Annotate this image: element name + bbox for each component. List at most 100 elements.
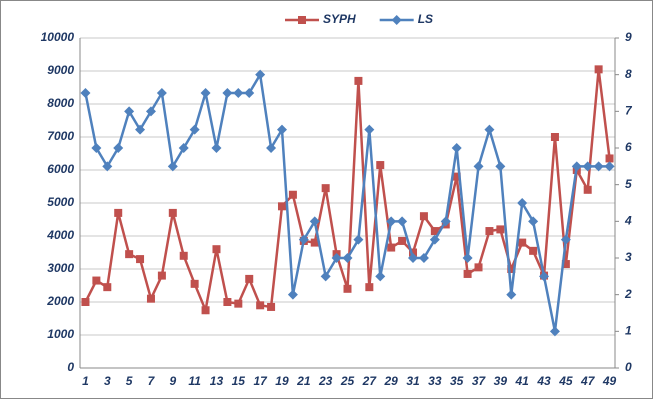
legend-label: SYPH xyxy=(323,12,356,26)
data-point xyxy=(234,299,243,308)
x-tick-label: 19 xyxy=(275,374,289,388)
x-tick-label: 7 xyxy=(148,374,156,388)
data-point xyxy=(81,298,90,306)
data-point xyxy=(529,246,538,255)
y-tick-label: 7000 xyxy=(47,129,74,143)
y-tick-label: 5000 xyxy=(47,195,74,209)
data-point xyxy=(375,271,386,282)
data-point xyxy=(561,260,570,269)
data-point xyxy=(463,269,472,278)
y-tick-label: 1000 xyxy=(47,327,74,341)
data-point xyxy=(190,279,199,288)
data-point xyxy=(484,124,495,135)
data-point xyxy=(594,65,603,74)
data-point xyxy=(200,88,211,98)
x-tick-label: 29 xyxy=(383,374,398,388)
data-point xyxy=(309,216,320,227)
data-point xyxy=(288,190,297,199)
data-point xyxy=(376,161,385,170)
data-point xyxy=(451,143,462,153)
data-point xyxy=(408,253,419,263)
data-point xyxy=(418,253,429,263)
x-tick-label: 17 xyxy=(253,374,268,388)
data-point xyxy=(156,88,167,98)
x-tick-label: 49 xyxy=(602,374,617,388)
data-point xyxy=(495,161,506,172)
y2-tick-label: 9 xyxy=(625,30,632,44)
data-point xyxy=(582,161,593,172)
data-point xyxy=(310,238,319,247)
data-point xyxy=(256,301,265,310)
data-point xyxy=(440,216,451,227)
y-tick-label: 4000 xyxy=(46,228,74,242)
y2-tick-label: 7 xyxy=(625,104,633,118)
x-tick-label: 31 xyxy=(406,374,420,388)
data-point xyxy=(113,143,124,153)
data-point xyxy=(528,216,539,227)
x-tick-label: 1 xyxy=(82,374,89,388)
data-point xyxy=(353,234,364,245)
x-tick-label: 21 xyxy=(296,374,311,388)
y-tick-label: 10000 xyxy=(41,30,75,44)
y-tick-label: 3000 xyxy=(47,261,74,275)
x-tick-label: 25 xyxy=(340,374,355,388)
y2-tick-label: 6 xyxy=(625,140,632,154)
data-point xyxy=(266,143,277,153)
data-point xyxy=(365,283,374,292)
data-point xyxy=(539,271,550,282)
data-point xyxy=(267,302,276,311)
data-point xyxy=(145,106,156,117)
data-point xyxy=(287,289,298,300)
data-point xyxy=(189,124,200,135)
data-point xyxy=(419,212,428,221)
x-tick-label: 23 xyxy=(318,374,333,388)
data-point xyxy=(331,253,342,263)
data-point xyxy=(485,227,494,236)
legend-marker xyxy=(391,15,402,25)
data-point xyxy=(125,250,134,259)
data-point xyxy=(168,208,177,217)
y2-tick-label: 4 xyxy=(624,214,632,228)
x-tick-label: 13 xyxy=(210,374,224,388)
data-point xyxy=(277,202,286,211)
y2-tick-label: 5 xyxy=(625,177,632,191)
data-point xyxy=(244,88,255,98)
y2-tick-label: 8 xyxy=(625,67,632,81)
data-point xyxy=(178,143,189,153)
y-tick-label: 9000 xyxy=(47,63,74,77)
data-point xyxy=(102,161,113,172)
data-point xyxy=(506,289,517,300)
x-tick-label: 39 xyxy=(494,374,508,388)
x-tick-label: 45 xyxy=(558,374,573,388)
data-point xyxy=(255,69,266,80)
data-point xyxy=(430,227,439,236)
data-point xyxy=(560,234,571,245)
data-point xyxy=(550,133,559,141)
data-point xyxy=(605,154,614,163)
data-point xyxy=(593,161,604,172)
data-point xyxy=(201,306,210,315)
data-point xyxy=(320,271,331,282)
x-tick-label: 35 xyxy=(450,374,464,388)
data-point xyxy=(583,185,592,194)
x-tick-label: 3 xyxy=(104,374,111,388)
data-point xyxy=(233,88,244,98)
data-point xyxy=(91,143,102,153)
data-point xyxy=(364,124,375,135)
data-point xyxy=(343,284,352,293)
data-point xyxy=(298,234,309,245)
data-point xyxy=(452,172,461,181)
data-point xyxy=(114,208,123,217)
data-point xyxy=(179,251,188,260)
data-point xyxy=(92,276,101,285)
data-point xyxy=(387,243,396,252)
data-point xyxy=(124,106,135,117)
data-point xyxy=(517,198,528,208)
data-point xyxy=(507,265,516,273)
data-point xyxy=(212,245,221,254)
legend-label: LS xyxy=(418,12,433,26)
x-tick-label: 37 xyxy=(472,374,487,388)
x-tick-label: 9 xyxy=(169,374,176,388)
y-tick-label: 2000 xyxy=(46,294,74,308)
